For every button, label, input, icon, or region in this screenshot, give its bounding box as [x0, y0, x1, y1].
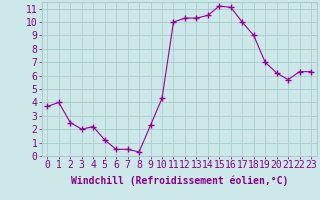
- X-axis label: Windchill (Refroidissement éolien,°C): Windchill (Refroidissement éolien,°C): [70, 176, 288, 186]
